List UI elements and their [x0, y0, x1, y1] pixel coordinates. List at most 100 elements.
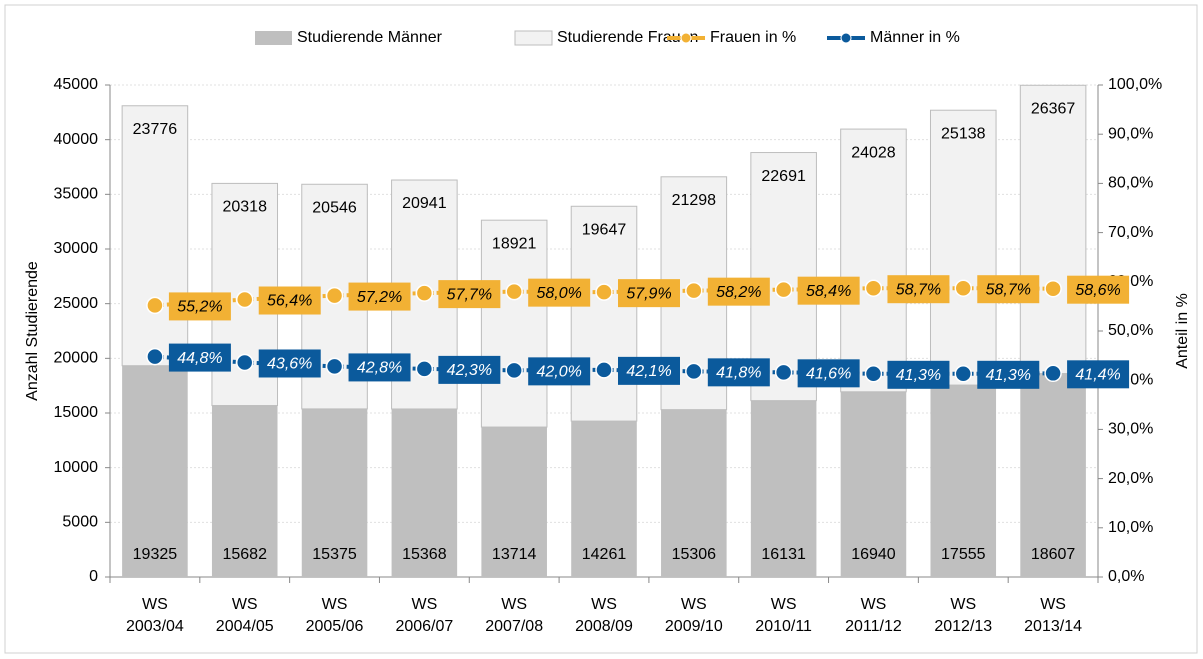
label-box: [887, 360, 950, 389]
data-label: 20941: [402, 195, 447, 212]
legend-label: Studierende Frauen: [557, 29, 698, 46]
legend-swatch: [255, 31, 292, 45]
label-box: [168, 343, 231, 372]
bar: [121, 105, 189, 367]
bar: [571, 421, 637, 577]
legend-label: Studierende Männer: [297, 29, 443, 46]
marker: [685, 362, 703, 381]
label-box: [707, 277, 770, 306]
x-tick-label: WS 2007/08: [485, 596, 544, 635]
y-tick-label: 0: [89, 568, 98, 585]
y2-axis-label: Anteil in %: [1174, 293, 1191, 369]
data-label: 23776: [133, 121, 178, 138]
bar: [211, 405, 278, 577]
data-label: 19325: [133, 546, 178, 563]
label-box: [168, 292, 231, 321]
data-label: 56,4%: [267, 293, 312, 310]
legend-label: Frauen in %: [710, 29, 796, 46]
marker: [685, 281, 703, 300]
label-box: [258, 349, 321, 378]
data-label: 20546: [312, 199, 357, 216]
y-tick-label: 15000: [54, 404, 99, 421]
legend-marker: [680, 32, 692, 44]
x-tick-label: WS 2008/09: [575, 596, 633, 635]
marker: [954, 365, 973, 383]
marker: [505, 282, 523, 301]
bar: [480, 219, 548, 428]
data-label: 41,8%: [716, 365, 761, 382]
label-box: [797, 359, 860, 388]
y2-tick-label: 50,0%: [1108, 322, 1153, 339]
y2-tick-label: 100,0%: [1108, 76, 1162, 93]
y-tick-label: 25000: [54, 295, 99, 312]
data-label: 42,0%: [536, 364, 581, 381]
frame: [4, 4, 1198, 654]
x-tick-label: WS 2012/13: [934, 596, 993, 635]
data-label: 42,3%: [447, 362, 492, 379]
bar: [122, 365, 188, 577]
label-box: [618, 356, 680, 385]
x-tick-label: WS 2005/06: [305, 596, 364, 635]
y-axis-label: Anzahl Studierende: [24, 261, 41, 401]
marker: [325, 286, 344, 305]
data-label: 58,7%: [896, 281, 941, 298]
y2-tick-label: 90,0%: [1108, 125, 1153, 142]
marker: [774, 363, 793, 382]
label-box: [258, 286, 321, 315]
x-tick-label: WS 2003/04: [125, 596, 184, 635]
marker: [146, 296, 164, 315]
bar: [840, 128, 907, 393]
data-label: 41,3%: [896, 367, 941, 384]
x-tick-label: WS 2011/12: [845, 596, 902, 635]
x-tick-label: WS 2004/05: [215, 596, 274, 635]
marker: [954, 279, 973, 297]
data-label: 44,8%: [177, 350, 222, 367]
bar: [750, 400, 817, 577]
data-label: 25138: [941, 125, 986, 142]
data-label: 15306: [672, 546, 717, 563]
data-label: 57,9%: [626, 285, 671, 302]
legend-marker: [840, 32, 852, 44]
bar: [840, 391, 907, 577]
data-label: 22691: [761, 168, 806, 185]
data-label: 58,6%: [1075, 282, 1120, 299]
data-label: 13714: [492, 546, 537, 563]
y2-tick-label: 0,0%: [1108, 568, 1144, 585]
data-label: 19647: [582, 221, 627, 238]
y2-tick-label: 80,0%: [1108, 175, 1153, 192]
data-label: 26367: [1031, 101, 1076, 118]
marker: [1044, 279, 1062, 298]
marker: [595, 283, 613, 301]
data-label: 41,4%: [1075, 367, 1120, 384]
y2-tick-label: 70,0%: [1108, 224, 1153, 241]
x-tick-label: WS 2010/11: [755, 596, 812, 635]
y-tick-label: 40000: [54, 131, 99, 148]
legend-label: Männer in %: [870, 29, 960, 46]
label-box: [348, 282, 411, 311]
marker: [146, 347, 164, 366]
data-label: 18921: [492, 235, 537, 252]
label-box: [977, 360, 1040, 389]
marker: [774, 280, 793, 299]
label-box: [977, 275, 1040, 304]
bar: [661, 409, 727, 577]
y2-tick-label: 30,0%: [1108, 421, 1153, 438]
data-label: 17555: [941, 546, 986, 563]
label-box: [348, 353, 411, 382]
label-box: [887, 275, 950, 304]
marker: [415, 284, 434, 302]
marker: [415, 360, 434, 378]
data-label: 58,2%: [716, 284, 761, 301]
data-label: 18607: [1031, 546, 1076, 563]
y2-tick-label: 10,0%: [1108, 519, 1153, 536]
label-box: [1067, 275, 1130, 304]
data-label: 57,7%: [447, 286, 492, 303]
bar: [930, 385, 997, 577]
data-label: 55,2%: [177, 299, 222, 316]
label-box: [618, 279, 680, 308]
data-label: 15682: [222, 546, 267, 563]
data-label: 58,4%: [806, 283, 851, 300]
bar: [391, 408, 458, 577]
